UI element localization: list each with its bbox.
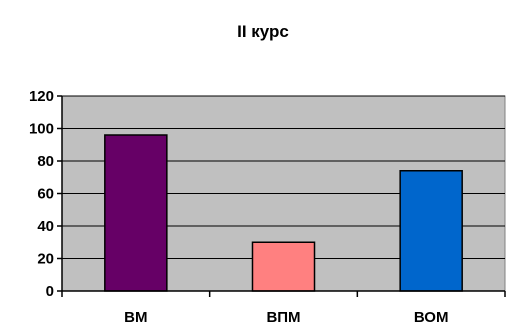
y-tick-label: 80 — [37, 153, 54, 170]
y-tick-label: 40 — [37, 218, 54, 235]
x-axis-ticks: ВМ ВПМ ВОМ — [61, 291, 506, 326]
y-tick-label: 120 — [29, 88, 54, 105]
x-category-label: ВПМ — [266, 309, 300, 326]
y-axis-ticks: 0 20 40 60 80 100 120 — [29, 88, 62, 300]
chart-title: II курс — [237, 22, 289, 41]
y-tick-label: 60 — [37, 186, 54, 203]
bar-3 — [399, 170, 463, 292]
bar-2 — [251, 241, 316, 292]
x-category-label: ВОМ — [414, 309, 449, 326]
y-tick-label: 0 — [46, 283, 54, 300]
bar-1 — [104, 134, 168, 292]
x-category-label: ВМ — [124, 309, 147, 326]
bars — [104, 134, 463, 292]
y-tick-label: 20 — [37, 251, 54, 268]
y-tick-label: 100 — [29, 121, 54, 138]
